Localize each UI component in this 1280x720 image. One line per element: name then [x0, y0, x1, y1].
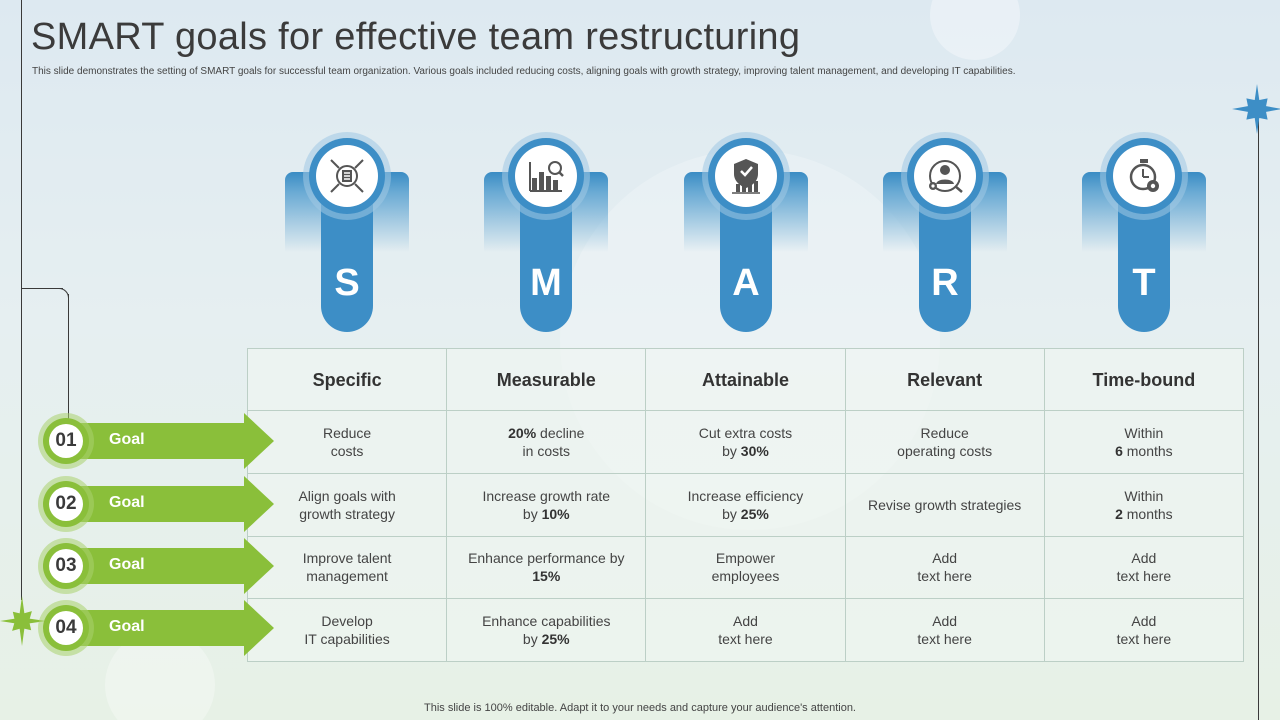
table-cell: 20% decline in costs	[446, 410, 647, 474]
table-cell: Reduce costs	[246, 410, 448, 474]
table-cell: Enhance capabilities by 25%	[446, 598, 647, 662]
table-cell: Revise growth strategies	[844, 472, 1045, 537]
goal-label: Goal	[109, 494, 145, 511]
smart-goals-table: Specific Measurable Attainable Relevant …	[246, 348, 1245, 662]
table-cell: Add text here	[1043, 535, 1245, 600]
table-cell: Increase efficiency by 25%	[645, 472, 846, 537]
page-title: SMART goals for effective team restructu…	[31, 16, 801, 58]
table-cell: Within 6 months	[1043, 410, 1245, 474]
star-decoration-icon	[0, 596, 46, 646]
bar-chart-magnifier-icon	[529, 161, 564, 192]
pillar-letter: S	[334, 262, 360, 304]
table-row: Improve talent management Enhance perform…	[246, 535, 1245, 600]
goal-arrow-shape	[78, 476, 274, 532]
table-row: Align goals with growth strategy Increase…	[246, 472, 1245, 537]
table-cell: Empower employees	[645, 535, 846, 600]
table-row: Develop IT capabilities Enhance capabilit…	[246, 598, 1245, 662]
table-cell: Within 2 months	[1043, 472, 1245, 537]
pillar-letter: M	[530, 262, 562, 304]
table-cell: Add text here	[844, 598, 1045, 662]
goal-label: Goal	[109, 618, 145, 635]
column-header-specific: Specific	[246, 348, 448, 411]
goal-number: 04	[49, 611, 83, 645]
table-cell: Enhance performance by 15%	[446, 535, 647, 600]
goal-label: Goal	[109, 431, 145, 448]
goal-number: 02	[49, 487, 83, 521]
connector-curve	[58, 288, 69, 299]
column-header-relevant: Relevant	[844, 348, 1045, 411]
checklist-target-icon	[330, 159, 364, 193]
pillar-s: S	[285, 132, 409, 332]
shield-chart-icon	[732, 159, 760, 194]
pillar-m: M	[484, 132, 608, 332]
star-decoration-icon	[1232, 84, 1280, 134]
goal-03: 03 Goal	[38, 536, 274, 596]
goal-arrow-shape	[78, 538, 274, 594]
goal-02: 02 Goal	[38, 474, 274, 534]
column-header-measurable: Measurable	[446, 348, 647, 411]
person-gear-target-icon	[929, 160, 963, 193]
left-border-line	[21, 0, 22, 600]
pillar-t: T	[1082, 132, 1206, 332]
page-subtitle: This slide demonstrates the setting of S…	[32, 66, 1016, 77]
connector-line	[68, 294, 69, 424]
goal-04: 04 Goal	[38, 598, 274, 658]
table-cell: Align goals with growth strategy	[246, 472, 448, 537]
table-cell: Add text here	[844, 535, 1045, 600]
pillar-letter: T	[1132, 262, 1156, 304]
background-circle	[930, 0, 1020, 60]
pillar-r: R	[883, 132, 1007, 332]
column-header-time-bound: Time-bound	[1043, 348, 1245, 411]
connector-line	[21, 288, 63, 289]
table-cell: Add text here	[645, 598, 846, 662]
column-header-attainable: Attainable	[645, 348, 846, 411]
pillar-a: A	[684, 132, 808, 332]
table-cell: Reduce operating costs	[844, 410, 1045, 474]
table-header-row: Specific Measurable Attainable Relevant …	[246, 348, 1245, 411]
goal-number: 03	[49, 549, 83, 583]
right-border-line	[1258, 120, 1259, 720]
table-cell: Improve talent management	[246, 535, 448, 600]
goal-number: 01	[49, 424, 83, 458]
goal-label: Goal	[109, 556, 145, 573]
table-cell: Cut extra costs by 30%	[645, 410, 846, 474]
table-cell: Add text here	[1043, 598, 1245, 662]
goal-arrow-shape	[78, 413, 274, 469]
stopwatch-gear-icon	[1129, 159, 1159, 192]
goal-01: 01 Goal	[38, 411, 274, 471]
pillar-letter: R	[931, 262, 959, 304]
pillar-letter: A	[732, 262, 760, 304]
table-cell: Increase growth rate by 10%	[446, 472, 647, 537]
footer-note: This slide is 100% editable. Adapt it to…	[424, 702, 856, 714]
table-cell: Develop IT capabilities	[246, 598, 448, 662]
goal-arrow-shape	[78, 600, 274, 656]
table-row: Reduce costs 20% decline in costs Cut extr…	[246, 410, 1245, 474]
